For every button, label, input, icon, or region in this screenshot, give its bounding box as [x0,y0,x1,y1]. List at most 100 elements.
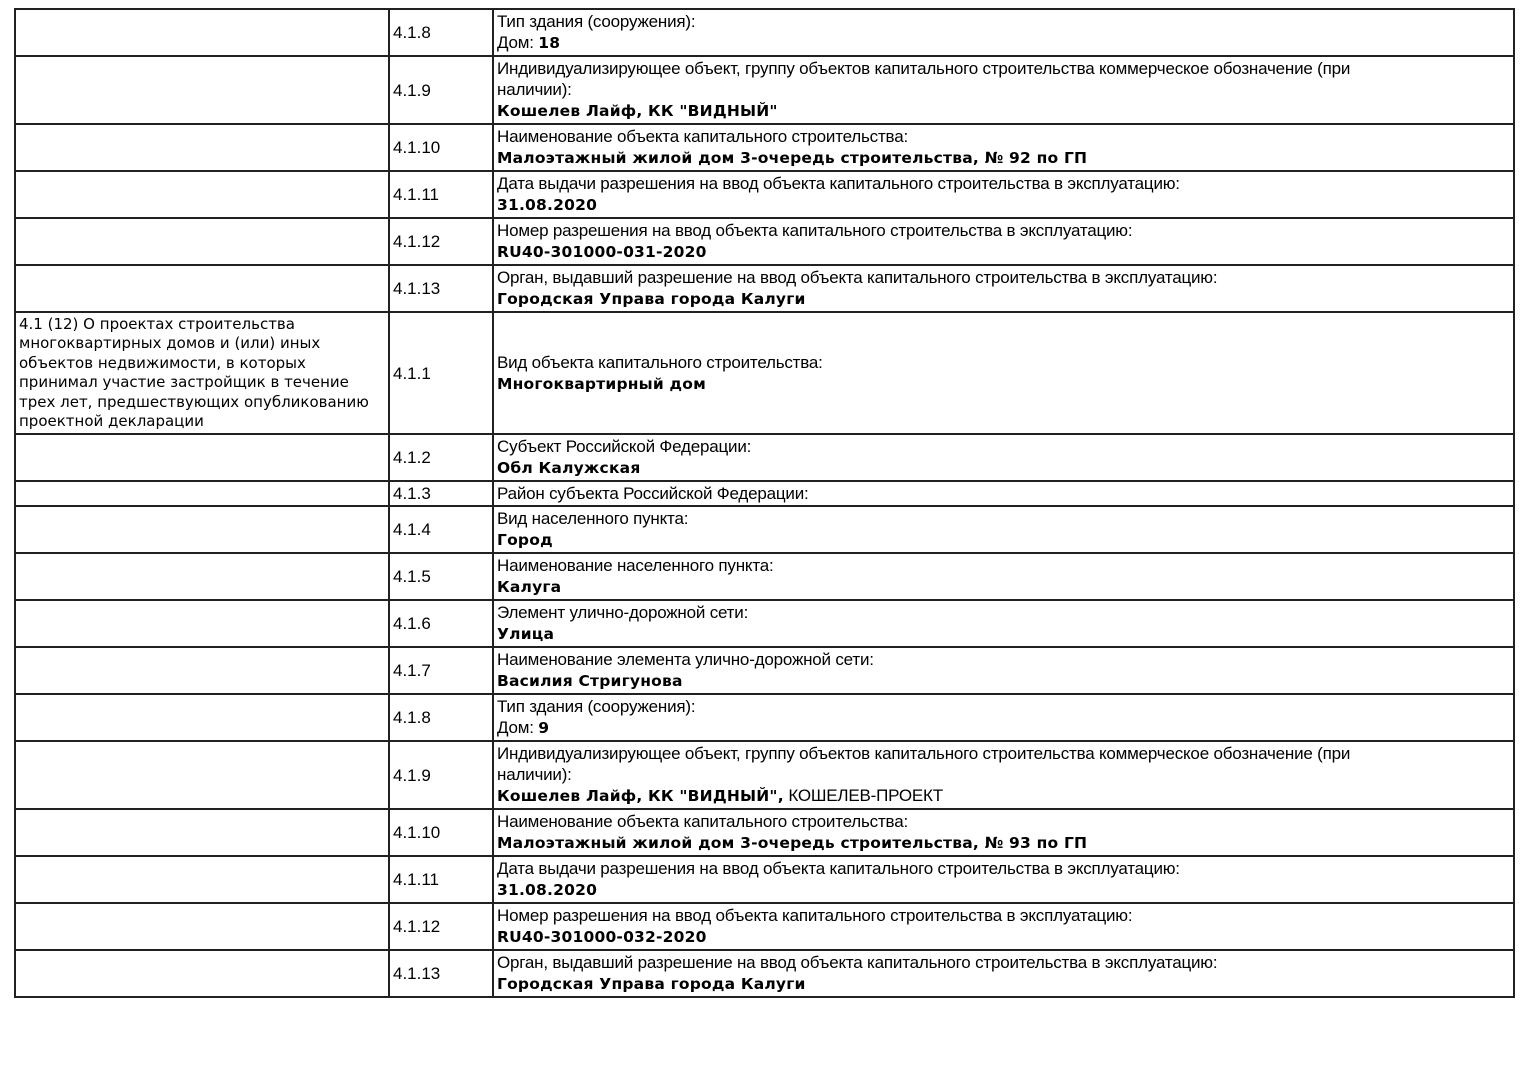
declaration-table: 4.1.8 Тип здания (сооружения): Дом: 18 4… [14,8,1515,998]
row-code: 4.1.9 [393,80,431,100]
code-cell: 4.1.8 [388,693,494,742]
field-value: Кошелев Лайф, КК "ВИДНЫЙ" [497,102,778,120]
row-code: 4.1.8 [393,708,431,727]
content-cell: Номер разрешения на ввод объекта капитал… [492,217,1515,266]
code-cell: 4.1.12 [388,902,494,951]
row-code: 4.1.13 [393,964,441,983]
field-value-line: Калуга [497,576,1510,598]
code-cell: 4.1.9 [388,740,494,810]
field-label: Дата выдачи разрешения на ввод объекта к… [497,174,1180,193]
field-label: Индивидуализирующее объект, группу объек… [497,744,1351,784]
section-cell [14,123,390,172]
code-cell: 4.1.10 [388,808,494,857]
field-value: Городская Управа города Калуги [497,975,806,993]
row-code: 4.1.10 [393,823,441,842]
field-label: Субъект Российской Федерации: [497,437,752,456]
field-value-line: Кошелев Лайф, КК "ВИДНЫЙ" [497,100,1510,122]
field-value: 18 [538,34,561,52]
section-cell [14,902,390,951]
field-value: Городская Управа города Калуги [497,290,806,308]
field-value-line: Улица [497,623,1510,645]
content-cell: Район субъекта Российской Федерации: [492,480,1515,507]
content-cell: Дата выдачи разрешения на ввод объекта к… [492,855,1515,904]
content-cell: Элемент улично-дорожной сети: Улица [492,599,1515,648]
content-cell: Тип здания (сооружения): Дом: 18 [492,8,1515,57]
field-value: Кошелев Лайф, КК "ВИДНЫЙ", [497,787,784,805]
code-cell: 4.1.12 [388,217,494,266]
section-cell [14,433,390,482]
field-label: Наименование объекта капитального строит… [497,812,908,831]
field-label: Номер разрешения на ввод объекта капитал… [497,221,1133,240]
field-label: Район субъекта Российской Федерации: [497,484,809,503]
section-cell [14,646,390,695]
table-row: 4.1.11 Дата выдачи разрешения на ввод об… [14,855,1515,904]
field-value-line: 31.08.2020 [497,879,1510,901]
section-cell [14,8,390,57]
field-value-line: Городская Управа города Калуги [497,288,1510,310]
field-label: Наименование населенного пункта: [497,556,774,575]
table-row: 4.1.12 Номер разрешения на ввод объекта … [14,217,1515,266]
field-value: RU40-301000-032-2020 [497,928,707,946]
code-cell: 4.1.13 [388,264,494,313]
code-cell: 4.1.2 [388,433,494,482]
field-value: Улица [497,625,555,643]
content-cell: Тип здания (сооружения): Дом: 9 [492,693,1515,742]
field-value: RU40-301000-031-2020 [497,243,707,261]
row-code: 4.1.8 [393,23,431,42]
field-value: Многоквартирный дом [497,374,706,393]
field-value-line: Василия Стригунова [497,670,1510,692]
field-value-line: Городская Управа города Калуги [497,973,1510,995]
code-cell: 4.1.4 [388,505,494,554]
row-code: 4.1.7 [393,661,431,680]
section-cell [14,949,390,998]
code-cell: 4.1.1 [388,311,494,435]
section-cell [14,808,390,857]
field-value-suffix: КОШЕЛЕВ-ПРОЕКТ [783,786,943,805]
table-row: 4.1.3 Район субъекта Российской Федераци… [14,480,1515,507]
code-cell: 4.1.6 [388,599,494,648]
table-row: 4.1.5 Наименование населенного пункта: К… [14,552,1515,601]
table-row: 4.1.7 Наименование элемента улично-дорож… [14,646,1515,695]
table-row: 4.1.11 Дата выдачи разрешения на ввод об… [14,170,1515,219]
table-row: 4.1.6 Элемент улично-дорожной сети: Улиц… [14,599,1515,648]
field-value: 31.08.2020 [497,881,598,899]
field-label: Дата выдачи разрешения на ввод объекта к… [497,859,1180,878]
field-label: Тип здания (сооружения): [497,12,696,31]
field-value-line: 31.08.2020 [497,194,1510,216]
row-code: 4.1.2 [393,448,431,467]
table-row: 4.1.8 Тип здания (сооружения): Дом: 18 [14,8,1515,57]
content-cell: Дата выдачи разрешения на ввод объекта к… [492,170,1515,219]
field-value: Малоэтажный жилой дом 3-очередь строител… [497,834,1088,852]
content-cell: Орган, выдавший разрешение на ввод объек… [492,949,1515,998]
section-cell [14,505,390,554]
content-cell: Наименование объекта капитального строит… [492,123,1515,172]
code-cell: 4.1.3 [388,480,494,507]
content-cell: Наименование населенного пункта: Калуга [492,552,1515,601]
row-code: 4.1.5 [393,567,431,586]
field-label: Элемент улично-дорожной сети: [497,603,749,622]
field-value-line: Город [497,529,1510,551]
code-cell: 4.1.13 [388,949,494,998]
code-cell: 4.1.11 [388,170,494,219]
row-code: 4.1.10 [393,138,441,157]
table-row: 4.1.4 Вид населенного пункта: Город [14,505,1515,554]
code-cell: 4.1.10 [388,123,494,172]
field-value-line: Дом: 9 [497,717,1510,739]
section-cell [14,480,390,507]
row-code: 4.1.13 [393,279,441,298]
section-cell [14,599,390,648]
field-value-line: Многоквартирный дом [497,373,1510,395]
field-value: Город [497,531,553,549]
row-code: 4.1.6 [393,614,431,633]
field-label: Номер разрешения на ввод объекта капитал… [497,906,1133,925]
content-cell: Номер разрешения на ввод объекта капитал… [492,902,1515,951]
section-cell [14,264,390,313]
field-label: Индивидуализирующее объект, группу объек… [497,59,1351,99]
table-row: 4.1.9 Индивидуализирующее объект, группу… [14,740,1515,810]
code-cell: 4.1.7 [388,646,494,695]
table-row: 4.1.13 Орган, выдавший разрешение на вво… [14,264,1515,313]
field-label: Наименование объекта капитального строит… [497,127,908,146]
content-cell: Вид населенного пункта: Город [492,505,1515,554]
section-cell [14,552,390,601]
field-value: 31.08.2020 [497,196,598,214]
